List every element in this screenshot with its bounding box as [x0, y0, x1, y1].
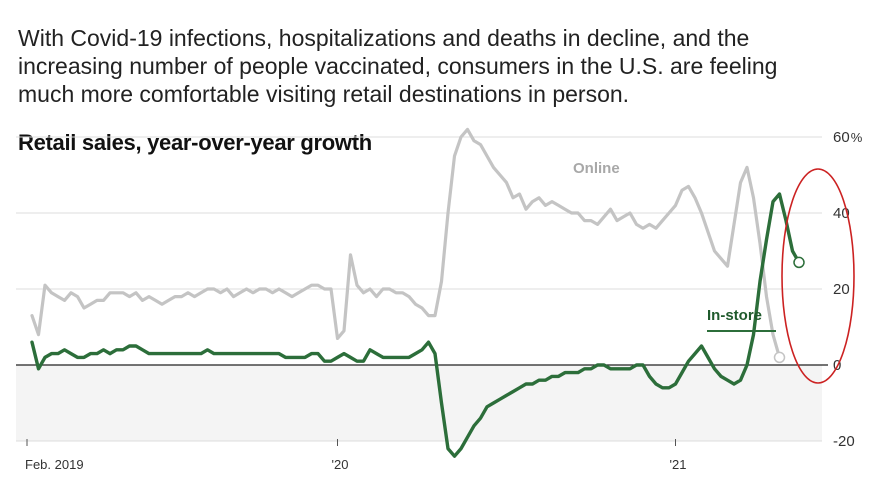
online-line — [30, 127, 782, 359]
intro-text: With Covid-19 infections, hospitalizatio… — [18, 25, 778, 107]
y-tick-label: -20 — [833, 433, 855, 450]
y-tick-label: 20 — [833, 281, 850, 298]
x-tick-label: '20 — [332, 457, 349, 472]
y-unit-label: % — [851, 130, 863, 145]
in-store-series-label: In-store — [707, 307, 762, 324]
x-tick-label: Feb. 2019 — [25, 457, 84, 472]
in-store-end-marker — [793, 256, 805, 269]
online-end-marker — [773, 351, 786, 364]
x-tick-label: '21 — [670, 457, 687, 472]
highlight-circle — [781, 168, 855, 384]
negative-region-shading — [16, 365, 822, 441]
in-store-line — [30, 192, 801, 458]
online-series-label: Online — [573, 160, 620, 177]
chart-title: Retail sales, year-over-year growth — [18, 130, 372, 155]
y-tick-label: 60% — [833, 129, 863, 146]
